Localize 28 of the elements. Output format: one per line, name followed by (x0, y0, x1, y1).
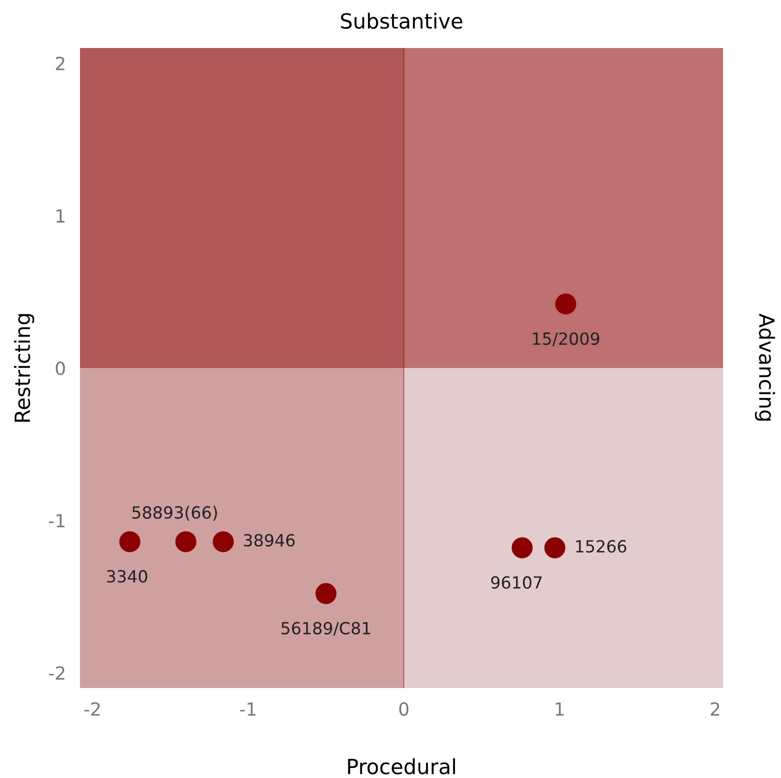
x-tick-label: 0 (399, 702, 408, 716)
point (175, 531, 196, 552)
y-tick-label: 0 (56, 361, 65, 376)
y-tick-label: 1 (56, 209, 64, 222)
y-tick-label: 2 (56, 56, 64, 70)
annotation: 56189/C81 (282, 622, 370, 636)
x-tick-label: 1 (556, 702, 564, 716)
chart-title: Substantive (341, 12, 462, 29)
x-tick-label: -2 (84, 702, 100, 716)
y-axis-title: Restricting (14, 314, 34, 422)
point (544, 537, 566, 558)
x-axis-title: Procedural (348, 758, 455, 774)
x-tick-label: -1 (240, 702, 256, 716)
point (315, 583, 337, 604)
annotation: 15/2009 (532, 332, 600, 346)
point (512, 537, 533, 558)
y-tick-label: -1 (48, 514, 64, 528)
point (555, 293, 576, 315)
point (119, 531, 140, 552)
annotation: 38946 (244, 534, 295, 547)
annotation: 96107 (491, 576, 542, 589)
annotation: 58893(66) (132, 506, 217, 521)
y2-axis-title: Advancing (754, 314, 776, 421)
annotation: 15266 (576, 540, 626, 553)
x-tick-label: 2 (710, 702, 720, 716)
point (212, 531, 234, 552)
y-tick-label: -2 (48, 666, 64, 680)
annotation: 3340 (107, 570, 148, 583)
